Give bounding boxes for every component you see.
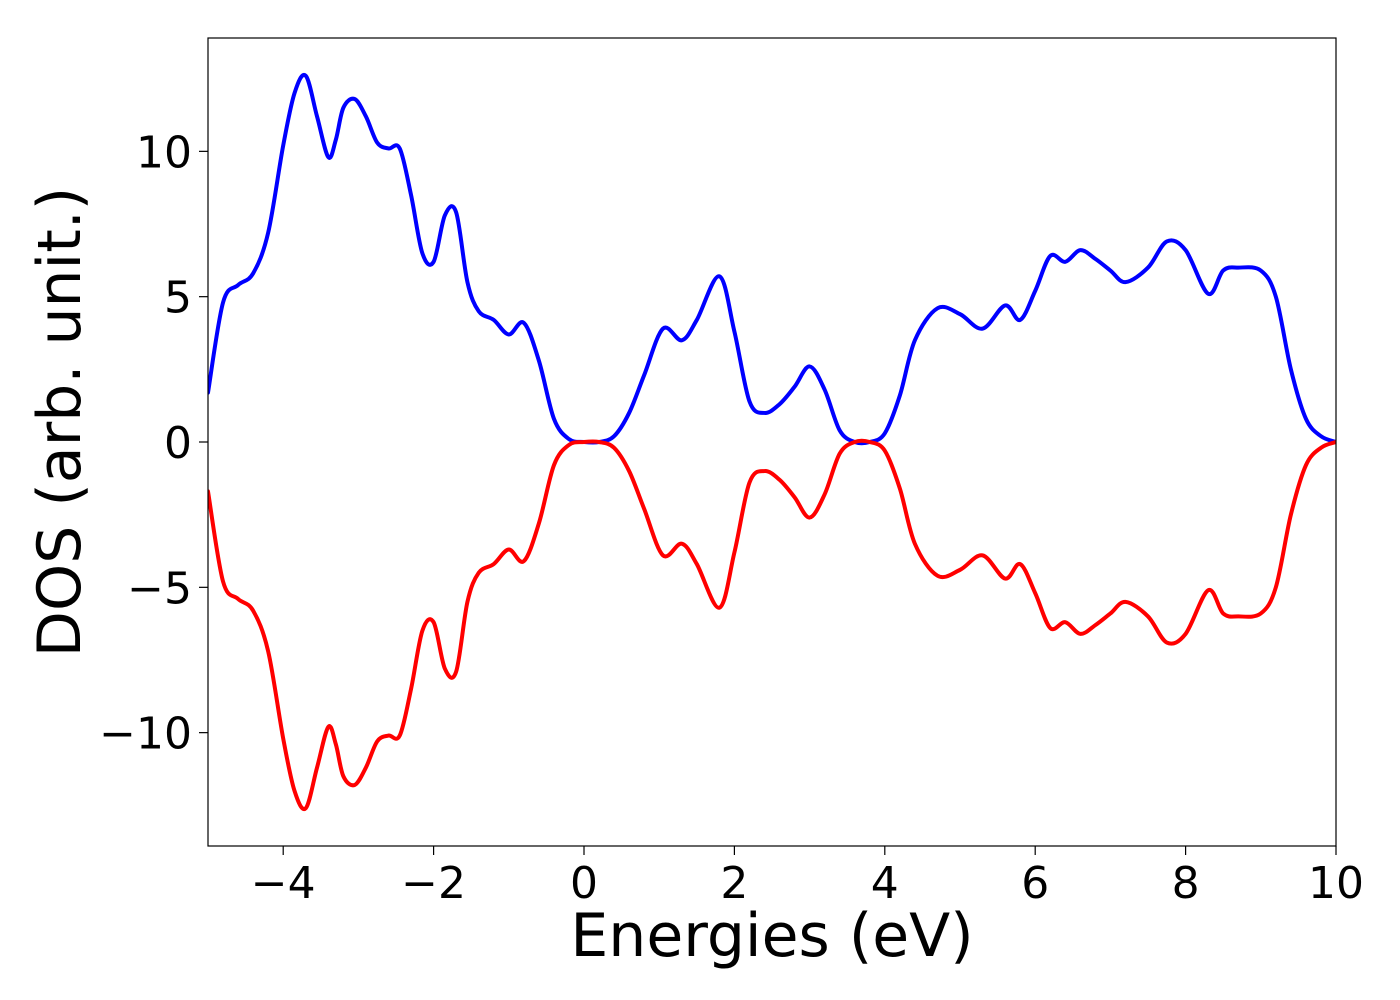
y-tick-label: −10 bbox=[99, 709, 192, 760]
y-tick-label: 10 bbox=[136, 127, 192, 178]
x-tick-label: 0 bbox=[570, 858, 598, 909]
y-axis-title: DOS (arb. unit.) bbox=[25, 187, 95, 657]
x-axis-ticks: −4 −2 0 2 4 6 8 10 bbox=[251, 846, 1364, 909]
x-axis-title: Energies (eV) bbox=[570, 901, 973, 971]
x-tick-label: −2 bbox=[401, 858, 466, 909]
x-tick-label: 8 bbox=[1172, 858, 1200, 909]
series-layer bbox=[208, 72, 1336, 812]
y-tick-label: 5 bbox=[164, 273, 192, 324]
y-axis-ticks: −10 −5 0 5 10 bbox=[99, 127, 208, 760]
series-line-1 bbox=[208, 72, 1336, 446]
x-tick-label: 10 bbox=[1308, 858, 1364, 909]
plot-frame bbox=[207, 37, 1337, 847]
x-tick-label: 6 bbox=[1021, 858, 1049, 909]
x-tick-label: 4 bbox=[871, 858, 899, 909]
x-tick-label: −4 bbox=[251, 858, 316, 909]
y-tick-label: −5 bbox=[127, 563, 192, 614]
y-tick-label: 0 bbox=[164, 418, 192, 469]
series-line-2 bbox=[208, 438, 1336, 812]
x-tick-label: 2 bbox=[720, 858, 748, 909]
